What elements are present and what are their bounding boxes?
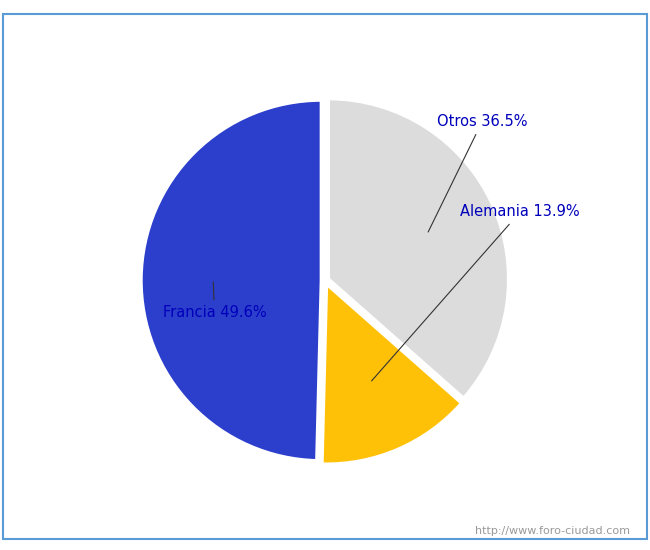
Wedge shape: [141, 100, 321, 461]
Text: Otros 36.5%: Otros 36.5%: [428, 114, 527, 232]
Text: Cacabelos - Turistas extranjeros según país - Agosto de 2024: Cacabelos - Turistas extranjeros según p…: [101, 12, 549, 28]
Text: Francia 49.6%: Francia 49.6%: [162, 282, 266, 321]
Text: Alemania 13.9%: Alemania 13.9%: [372, 205, 580, 381]
Wedge shape: [328, 98, 509, 398]
Text: http://www.foro-ciudad.com: http://www.foro-ciudad.com: [476, 526, 630, 536]
Wedge shape: [322, 284, 462, 464]
